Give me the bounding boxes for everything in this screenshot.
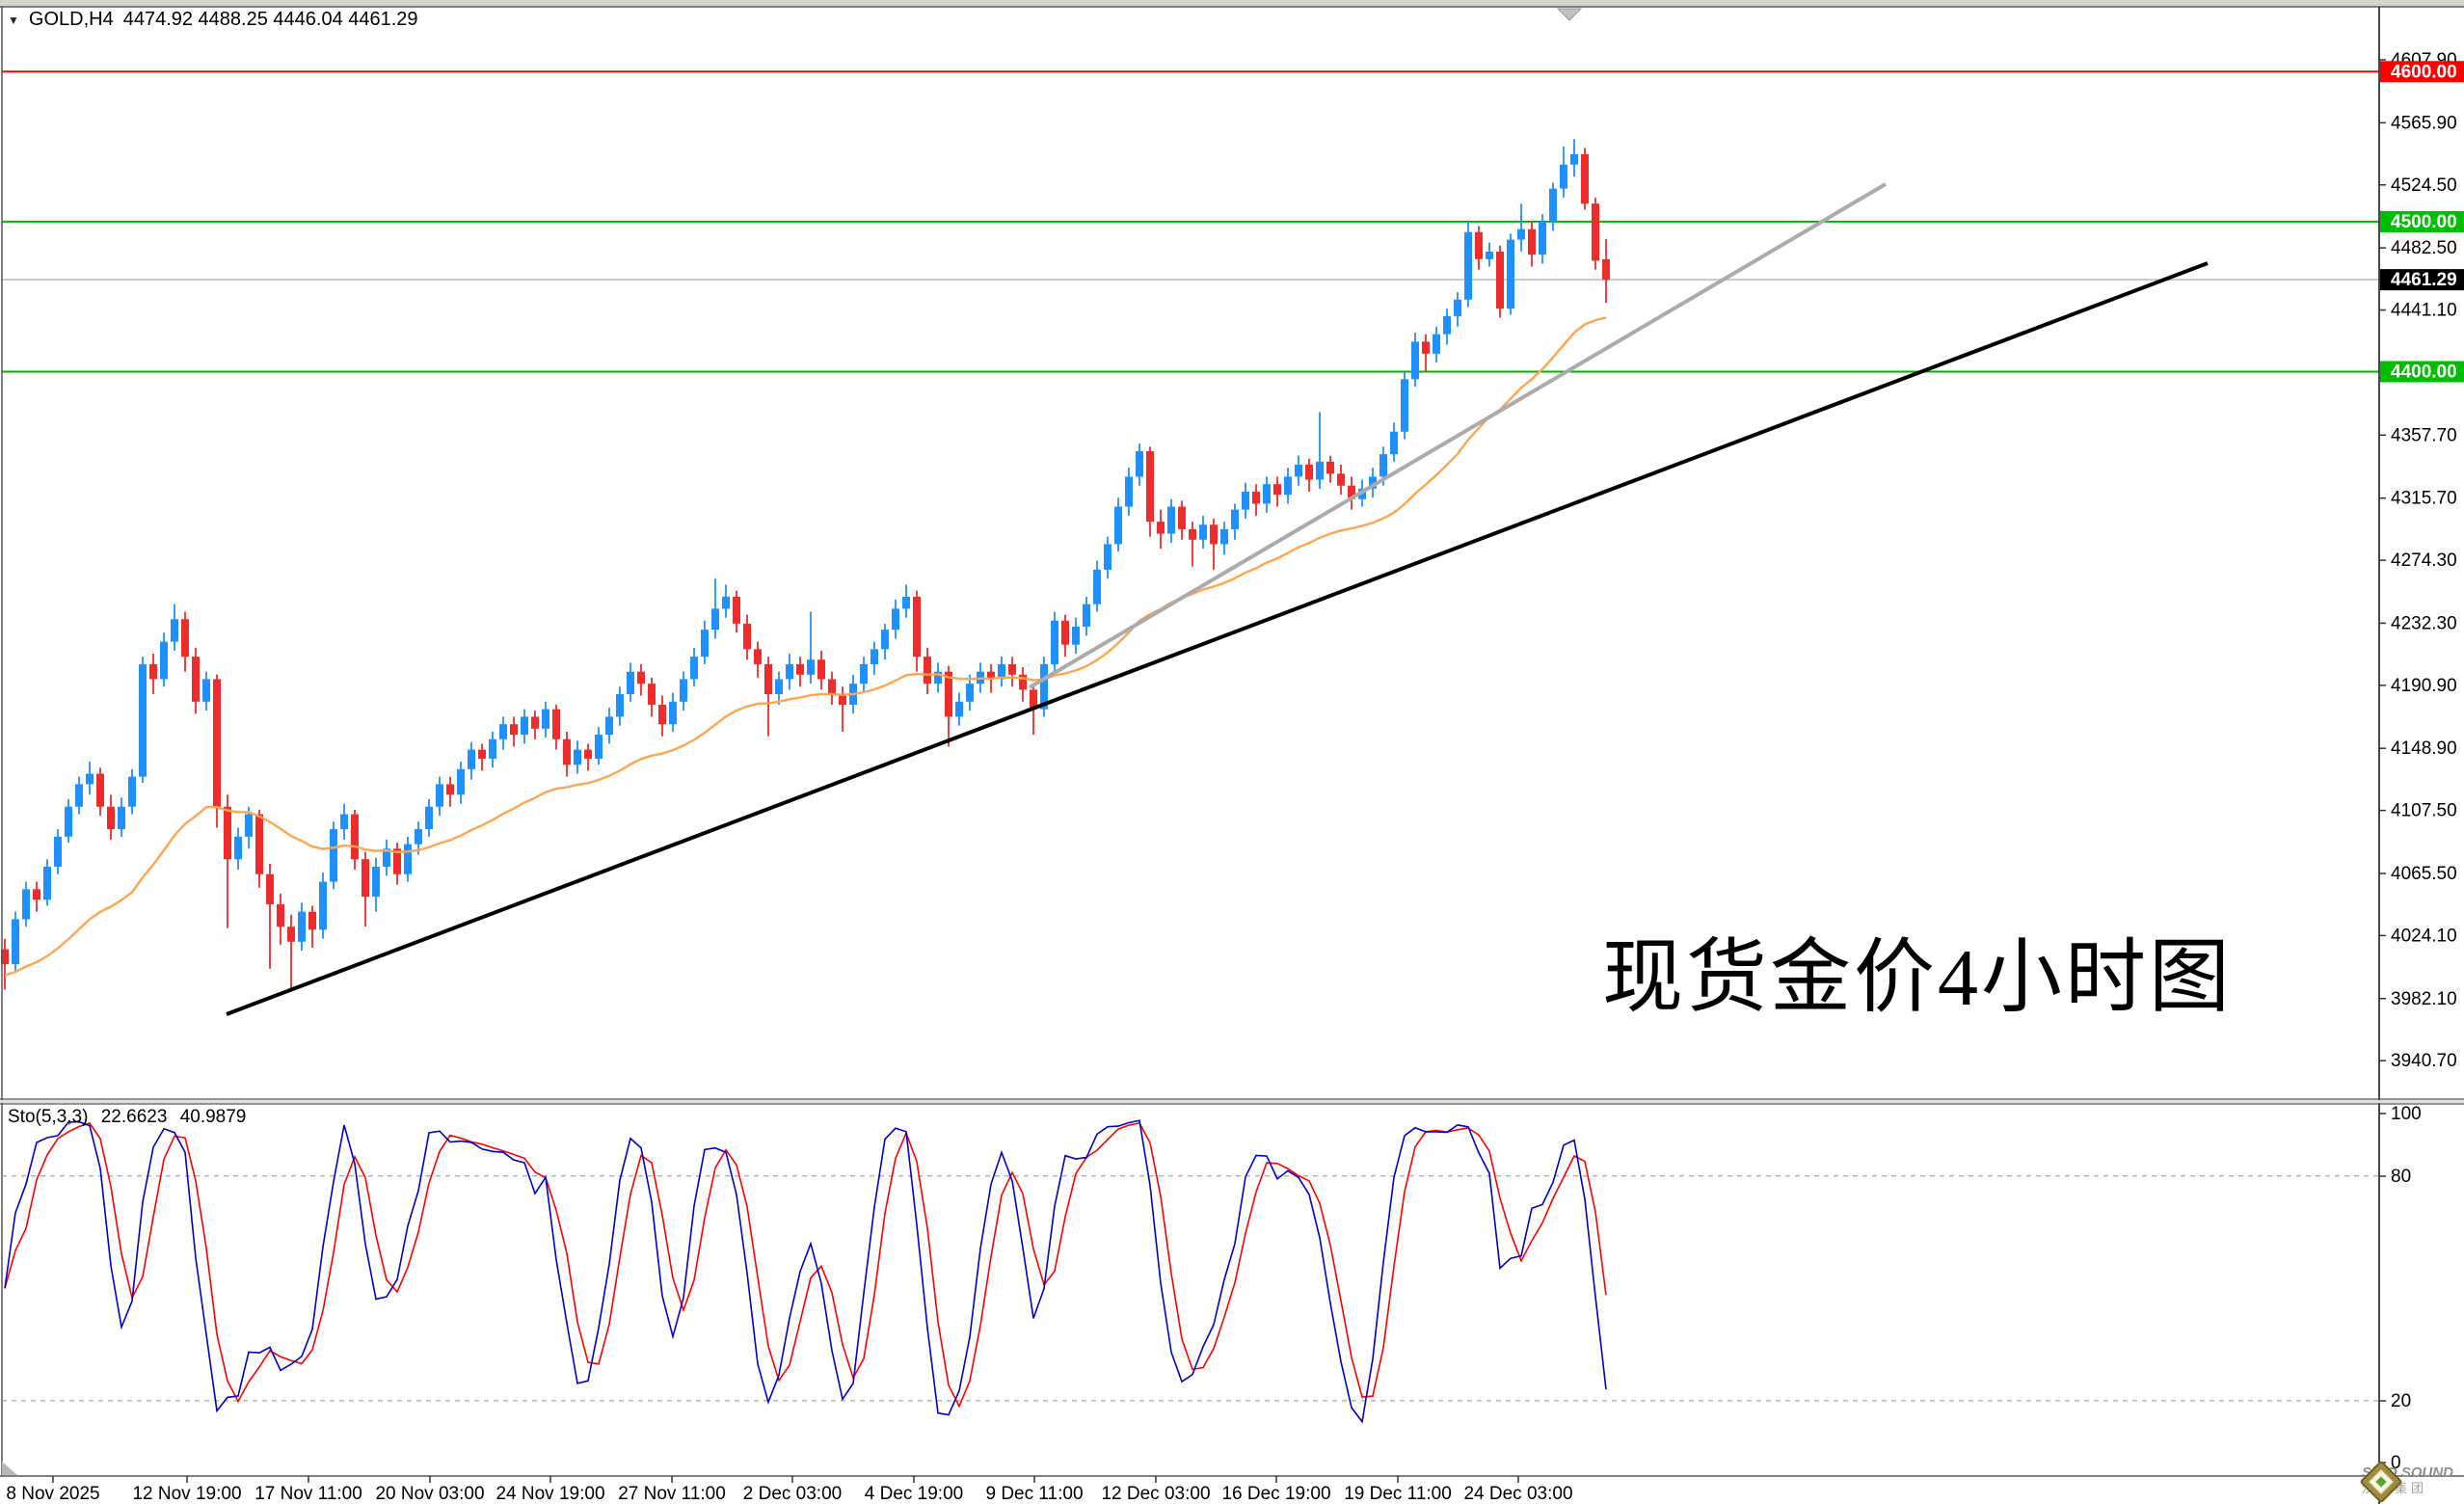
- svg-text:0: 0: [2391, 1453, 2401, 1473]
- symbol-ohlc-readout[interactable]: ▼ GOLD,H4 4474.92 4488.25 4446.04 4461.2…: [8, 9, 418, 31]
- broker-watermark: SiNO SOUND 汉声集团: [2360, 1460, 2453, 1503]
- svg-text:12 Dec 03:00: 12 Dec 03:00: [1101, 1484, 1210, 1504]
- stochastic-name: Sto(5,3,3): [8, 1107, 89, 1127]
- svg-text:4190.90: 4190.90: [2391, 676, 2457, 696]
- svg-text:24 Dec 03:00: 24 Dec 03:00: [1463, 1484, 1572, 1504]
- svg-text:4 Dec 19:00: 4 Dec 19:00: [865, 1484, 963, 1504]
- price-tags: 4600.00 4500.00 4400.00 4461.29: [2380, 61, 2464, 383]
- svg-text:4441.10: 4441.10: [2391, 301, 2457, 321]
- ohlc-values: 4474.92 4488.25 4446.04 4461.29: [122, 9, 418, 30]
- svg-text:4107.50: 4107.50: [2391, 801, 2457, 821]
- svg-text:4148.90: 4148.90: [2391, 739, 2457, 759]
- svg-text:4232.30: 4232.30: [2391, 613, 2457, 633]
- svg-text:4500.00: 4500.00: [2391, 212, 2457, 232]
- svg-text:17 Nov 11:00: 17 Nov 11:00: [254, 1484, 362, 1504]
- svg-text:4065.50: 4065.50: [2391, 864, 2457, 884]
- svg-text:20: 20: [2391, 1391, 2411, 1411]
- svg-text:4400.00: 4400.00: [2391, 363, 2457, 383]
- stochastic-k-value: 22.6623: [100, 1107, 168, 1127]
- stochastic-indicator-label: Sto(5,3,3) 22.6623 40.9879: [8, 1107, 254, 1128]
- scroll-corner-wedge-icon: [2, 1462, 17, 1475]
- time-axis-labels: 8 Nov 2025 12 Nov 19:00 17 Nov 11:00 20 Nov…: [6, 1476, 1573, 1504]
- svg-text:100: 100: [2391, 1104, 2422, 1124]
- moving-average-line: [4, 316, 1607, 977]
- stochastic-main-line: [4, 1119, 1607, 1424]
- svg-text:3982.10: 3982.10: [2391, 989, 2457, 1009]
- svg-text:27 Nov 11:00: 27 Nov 11:00: [618, 1484, 726, 1504]
- chart-shift-marker-icon[interactable]: [1556, 8, 1583, 21]
- svg-text:80: 80: [2391, 1167, 2411, 1187]
- chart-title-annotation: 现货金价4小时图: [1602, 933, 2234, 1023]
- svg-text:24 Nov 19:00: 24 Nov 19:00: [495, 1484, 604, 1504]
- trendline-black: [226, 261, 2209, 1016]
- svg-text:4315.70: 4315.70: [2391, 489, 2457, 509]
- time-axis[interactable]: [0, 1476, 2379, 1504]
- svg-text:20 Nov 03:00: 20 Nov 03:00: [375, 1484, 484, 1504]
- svg-text:9 Dec 11:00: 9 Dec 11:00: [985, 1484, 1083, 1504]
- symbol-dropdown-icon[interactable]: ▼: [8, 13, 19, 27]
- svg-text:3940.70: 3940.70: [2391, 1051, 2457, 1071]
- trendline-gray: [1028, 182, 1888, 689]
- candles-layer: [1, 139, 1610, 990]
- stochastic-d-value: 40.9879: [179, 1107, 247, 1127]
- svg-text:4524.50: 4524.50: [2391, 175, 2457, 196]
- svg-text:12 Nov 19:00: 12 Nov 19:00: [132, 1484, 241, 1504]
- svg-text:4482.50: 4482.50: [2391, 238, 2457, 258]
- price-axis[interactable]: [2379, 7, 2464, 1476]
- stochastic-layer: [2, 1119, 2379, 1424]
- svg-text:19 Dec 11:00: 19 Dec 11:00: [1344, 1484, 1452, 1504]
- watermark-diamond-icon: [2360, 1461, 2402, 1503]
- stochastic-panel-area[interactable]: [0, 1104, 2379, 1476]
- svg-text:4024.10: 4024.10: [2391, 926, 2457, 946]
- main-chart-area[interactable]: [0, 7, 2379, 1099]
- svg-text:16 Dec 19:00: 16 Dec 19:00: [1221, 1484, 1330, 1504]
- stochastic-axis-labels: 100 80 20 0: [2379, 1104, 2422, 1473]
- svg-text:4461.29: 4461.29: [2391, 270, 2457, 290]
- svg-text:4357.70: 4357.70: [2391, 425, 2457, 445]
- price-axis-labels: 4607.904565.904524.504482.504441.104357.…: [2379, 50, 2457, 1071]
- svg-text:8 Nov 2025: 8 Nov 2025: [6, 1484, 99, 1504]
- symbol-label: GOLD,H4: [28, 9, 114, 30]
- svg-text:4274.30: 4274.30: [2391, 551, 2457, 571]
- svg-text:2 Dec 03:00: 2 Dec 03:00: [743, 1484, 842, 1504]
- svg-text:4565.90: 4565.90: [2391, 113, 2457, 133]
- svg-text:4600.00: 4600.00: [2391, 62, 2457, 82]
- price-level-lines: [2, 70, 2379, 373]
